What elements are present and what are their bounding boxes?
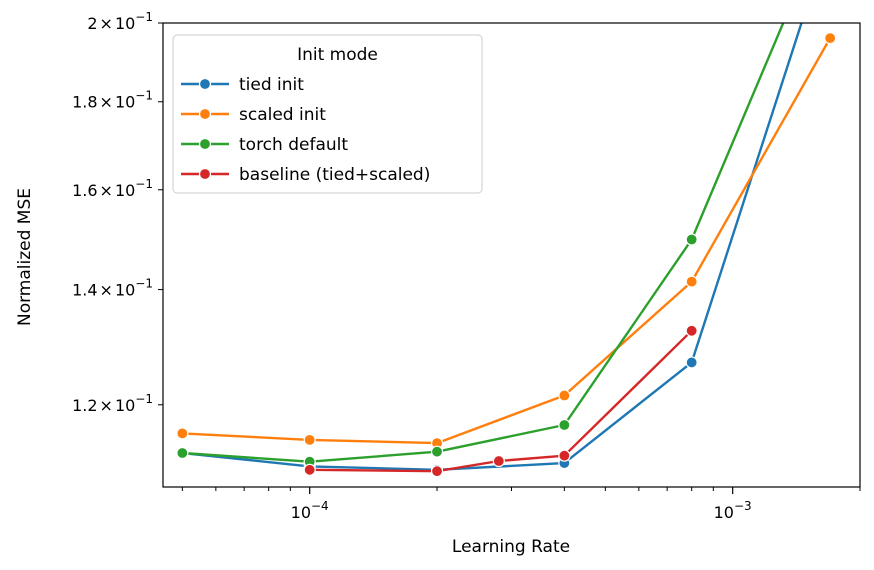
x-tick-base: 10: [291, 503, 311, 522]
data-point: [493, 456, 504, 467]
legend-swatch-marker: [200, 109, 211, 120]
y-tick-times: ×: [100, 396, 113, 415]
y-tick-base: 10: [115, 281, 135, 300]
legend-swatch-marker: [200, 139, 211, 150]
data-point: [686, 234, 697, 245]
y-tick-base: 10: [115, 14, 135, 33]
y-tick-label: 2 × 10−1: [87, 10, 153, 33]
y-tick-exponent: −1: [135, 277, 153, 291]
data-point: [177, 448, 188, 459]
legend: Init mode tied init scaled init torch defau…: [173, 35, 482, 193]
data-point: [304, 434, 315, 445]
data-point: [559, 390, 570, 401]
data-point: [825, 33, 836, 44]
y-tick-base: 10: [115, 93, 135, 112]
legend-swatch-marker: [200, 79, 211, 90]
x-tick-label: 10−3: [714, 499, 752, 522]
y-tick-mantissa: 2: [87, 14, 97, 33]
data-point: [686, 357, 697, 368]
y-tick-label: 1.2 × 10−1: [72, 392, 153, 415]
y-tick-label: 1.6 × 10−1: [72, 177, 153, 200]
x-tick-exponent: −4: [311, 499, 329, 513]
y-tick-label: 1.8 × 10−1: [72, 89, 153, 112]
y-tick-exponent: −1: [135, 10, 153, 24]
y-tick-mantissa: 1.4: [72, 281, 97, 300]
y-tick-mantissa: 1.8: [72, 93, 97, 112]
x-tick-label: 10−4: [291, 499, 329, 522]
y-tick-mantissa: 1.2: [72, 396, 97, 415]
legend-entry-label: baseline (tied+scaled): [239, 165, 430, 185]
x-axis-label: Learning Rate: [452, 537, 570, 557]
y-tick-exponent: −1: [135, 177, 153, 191]
y-tick-times: ×: [100, 93, 113, 112]
legend-swatch-marker: [200, 169, 211, 180]
y-tick-mantissa: 1.6: [72, 181, 97, 200]
y-tick-exponent: −1: [135, 89, 153, 103]
data-point: [177, 428, 188, 439]
y-tick-label: 1.4 × 10−1: [72, 277, 153, 300]
legend-title: Init mode: [297, 45, 378, 65]
y-tick-times: ×: [100, 14, 113, 33]
legend-entry-label: scaled init: [239, 105, 326, 125]
data-point: [432, 466, 443, 477]
x-tick-exponent: −3: [734, 499, 752, 513]
y-axis-label: Normalized MSE: [15, 188, 35, 326]
legend-entry-label: torch default: [239, 135, 348, 155]
data-point: [686, 276, 697, 287]
y-tick-times: ×: [100, 181, 113, 200]
data-point: [686, 325, 697, 336]
y-tick-times: ×: [100, 281, 113, 300]
y-tick-base: 10: [115, 181, 135, 200]
legend-entry-label: tied init: [239, 75, 304, 95]
data-point: [559, 419, 570, 430]
data-point: [304, 464, 315, 475]
y-tick-exponent: −1: [135, 392, 153, 406]
data-point: [559, 450, 570, 461]
x-tick-base: 10: [714, 503, 734, 522]
data-point: [432, 446, 443, 457]
y-tick-base: 10: [115, 396, 135, 415]
